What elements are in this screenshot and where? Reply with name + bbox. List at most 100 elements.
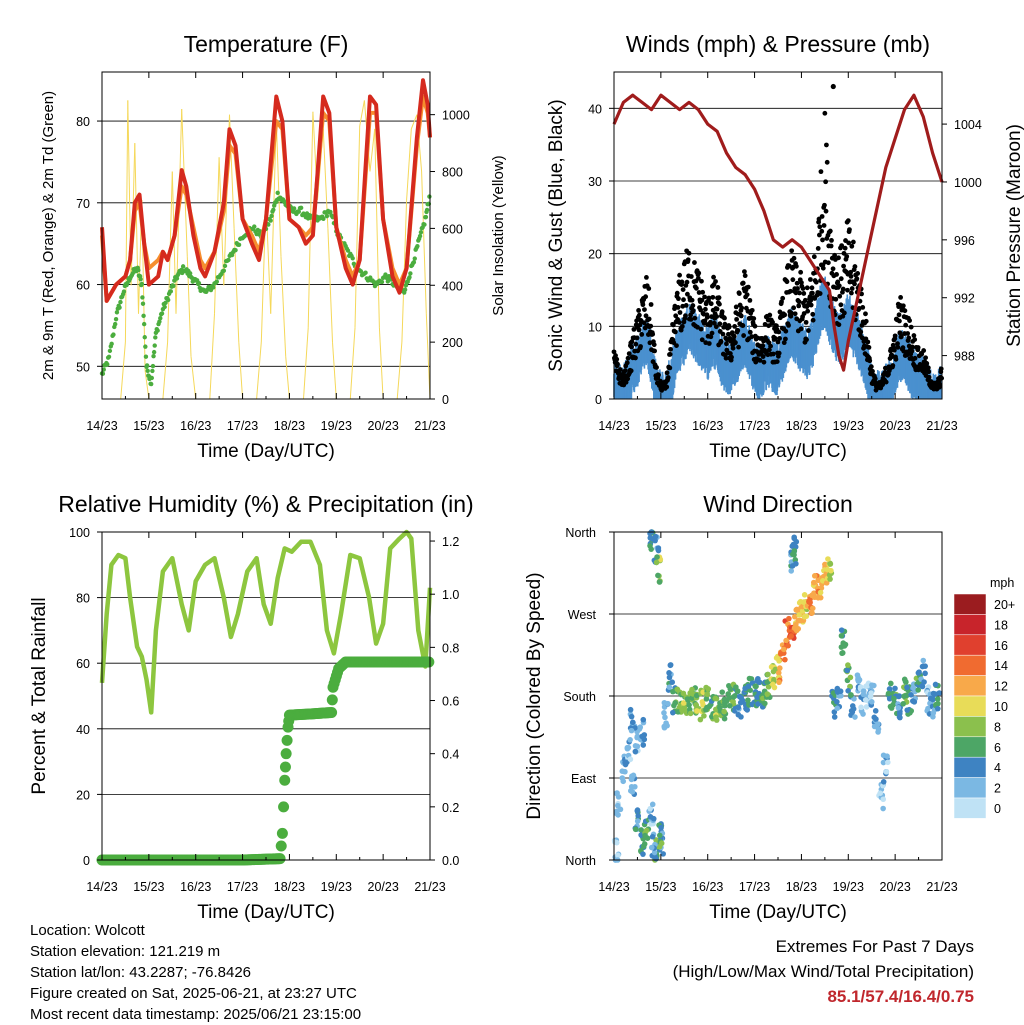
direction-point	[880, 796, 887, 803]
legend-swatch	[953, 654, 987, 676]
gust-point	[700, 289, 706, 295]
direction-point	[788, 633, 795, 639]
gust-point	[844, 254, 850, 259]
direction-point	[705, 686, 712, 692]
direction-point	[809, 605, 816, 612]
rh-precip-chart: 0 20 40 60 80 100 0.0 0.2 0.4 0.6 0.8 1.0 1.2 Relativ…	[29, 491, 474, 923]
direction-point	[649, 833, 656, 840]
direction-point	[852, 714, 858, 720]
gust-point	[867, 358, 873, 364]
x-tick-label: 21/23	[926, 419, 957, 433]
direction-point	[811, 590, 817, 596]
y2-tick-label: 600	[442, 222, 463, 236]
direction-point	[713, 714, 719, 721]
precip-point	[279, 774, 291, 786]
direction-point	[638, 827, 645, 833]
legend-label: 2	[994, 782, 1001, 796]
gust-point	[921, 348, 927, 353]
y-tick-label: West	[568, 608, 597, 622]
dewpoint-point	[424, 207, 430, 213]
dewpoint-point	[296, 209, 301, 214]
direction-point	[868, 690, 874, 696]
dewpoint-point	[121, 289, 127, 294]
gust-point	[722, 321, 728, 327]
gust-point	[783, 336, 788, 342]
gust-point	[804, 337, 809, 343]
direction-point	[775, 670, 782, 676]
direction-point	[762, 700, 768, 707]
x-tick-label: 19/23	[833, 880, 864, 894]
y2-tick-label: 992	[954, 292, 975, 306]
gust-point	[809, 285, 815, 291]
gust-point	[802, 297, 808, 303]
gust-point	[704, 314, 710, 320]
gust-point	[792, 311, 798, 317]
direction-point	[764, 691, 771, 697]
speed-legend: mph 20+ 18 16 14 12 10 8 6 4 2 0	[953, 576, 1015, 819]
direction-point	[704, 691, 711, 697]
gust-point	[830, 83, 836, 90]
x-tick-label: 18/23	[786, 419, 817, 433]
gust-point	[706, 295, 712, 301]
direction-point	[886, 686, 893, 692]
gust-point	[808, 277, 813, 282]
gust-point	[699, 297, 705, 303]
dewpoint-point	[222, 263, 228, 269]
gust-point	[677, 310, 683, 315]
direction-point	[902, 678, 909, 685]
direction-point	[844, 667, 851, 674]
gust-point	[801, 291, 807, 296]
direction-point	[701, 713, 707, 719]
y-tick-label: 40	[588, 102, 602, 116]
gust-point	[822, 202, 827, 208]
solar-segment	[233, 228, 240, 343]
x-tick-label: 20/23	[368, 419, 399, 433]
gust-point	[852, 281, 857, 287]
direction-point	[752, 683, 759, 690]
dewpoint-point	[142, 335, 147, 340]
gust-point	[788, 288, 793, 294]
y-tick-label: 20	[76, 788, 90, 802]
extremes-description: (High/Low/Max Wind/Total Precipitation)	[672, 962, 974, 981]
gust-point	[896, 312, 902, 318]
direction-point	[777, 651, 784, 657]
direction-point	[854, 672, 861, 678]
gust-point	[633, 355, 638, 361]
gust-point	[829, 237, 834, 243]
gust-point	[736, 344, 741, 350]
gust-point	[890, 363, 896, 368]
direction-point	[847, 683, 853, 690]
gust-point	[688, 274, 694, 279]
gust-point	[892, 333, 898, 339]
gust-point	[768, 343, 773, 349]
dewpoint-point	[298, 205, 304, 211]
gust-point	[836, 283, 842, 289]
dewpoint-point	[226, 257, 231, 263]
gust-point	[716, 295, 722, 301]
direction-point	[790, 551, 797, 558]
gust-point	[695, 275, 701, 281]
direction-point	[909, 698, 916, 704]
gust-point	[782, 312, 788, 318]
gust-point	[710, 294, 716, 300]
direction-point	[637, 724, 644, 731]
solar-segment	[238, 342, 244, 400]
dewpoint-point	[157, 319, 162, 324]
gust-point	[938, 366, 944, 372]
direction-point	[793, 621, 799, 628]
direction-point	[809, 610, 815, 616]
gust-point	[838, 276, 844, 282]
solar-segment	[280, 256, 287, 357]
direction-point	[754, 694, 760, 701]
direction-point	[641, 736, 648, 743]
direction-point	[792, 613, 798, 620]
dewpoint-point	[268, 218, 273, 223]
x-tick-label: 19/23	[321, 419, 352, 433]
gust-point	[757, 358, 763, 363]
dewpoint-point	[113, 316, 119, 322]
station-info: Location: Wolcott Station elevation: 121…	[30, 920, 361, 1025]
precip-point	[280, 748, 292, 760]
gust-point	[870, 368, 875, 374]
direction-point	[817, 589, 824, 596]
gust-point	[677, 272, 682, 278]
